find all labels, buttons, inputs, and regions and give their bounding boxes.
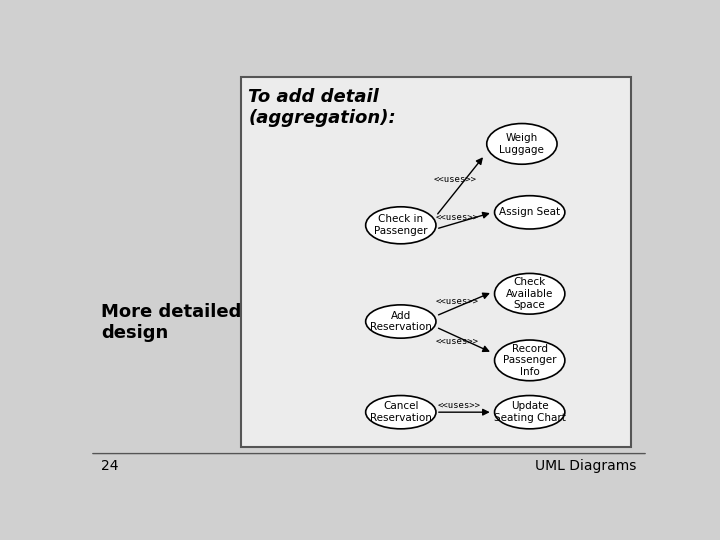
Text: Cancel
Reservation: Cancel Reservation [370,401,432,423]
Text: <<uses>>: <<uses>> [436,296,479,306]
Text: To add detail
(aggregation):: To add detail (aggregation): [248,89,396,127]
Text: <<uses>>: <<uses>> [436,213,479,222]
Text: Weigh
Luggage: Weigh Luggage [500,133,544,154]
Text: 24: 24 [101,459,119,473]
Text: Check
Available
Space: Check Available Space [506,277,554,310]
Ellipse shape [495,273,565,314]
Text: Check in
Passenger: Check in Passenger [374,214,428,236]
Text: More detailed
design: More detailed design [101,303,241,342]
Text: <<uses>>: <<uses>> [438,401,481,410]
Ellipse shape [495,340,565,381]
Text: Update
Seating Chart: Update Seating Chart [494,401,566,423]
Ellipse shape [487,124,557,164]
Text: Assign Seat: Assign Seat [499,207,560,217]
Ellipse shape [495,395,565,429]
Text: UML Diagrams: UML Diagrams [536,459,637,473]
Text: Add
Reservation: Add Reservation [370,310,432,332]
Text: <<uses>>: <<uses>> [436,338,479,346]
Ellipse shape [366,207,436,244]
Text: <<uses>>: <<uses>> [433,174,476,184]
Text: Record
Passenger
Info: Record Passenger Info [503,344,557,377]
Ellipse shape [366,395,436,429]
Bar [240,77,631,447]
Ellipse shape [495,195,565,229]
Ellipse shape [366,305,436,338]
